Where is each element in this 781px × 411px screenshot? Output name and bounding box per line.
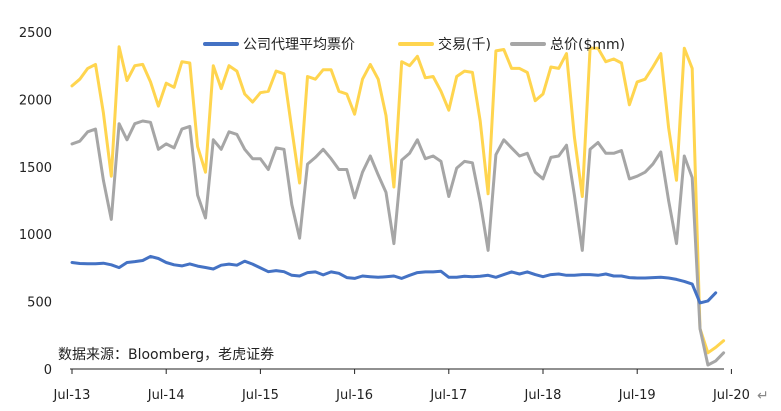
x-tick-label: Jul-14 [147,388,185,403]
legend-label: 总价($mm) [550,37,625,53]
y-tick-label: 500 [27,296,52,311]
x-tick-label: Jul-18 [524,388,562,403]
legend: 公司代理平均票价 交易(千) 总价($mm) [203,36,625,53]
x-tick-label: Jul-15 [241,388,279,403]
legend-label: 交易(千) [438,36,491,53]
y-tick-label: 1500 [19,161,52,176]
source-note: 数据来源：Bloomberg，老虎证券 [58,347,274,363]
x-axis-ticks: Jul-13 Jul-14 Jul-15 Jul-16 Jul-17 Jul-18 Jul-… [53,369,750,403]
x-tick-label: Jul-19 [618,388,656,403]
x-tick-label: Jul-17 [429,388,467,403]
y-tick-label: 0 [44,363,52,378]
x-tick-label: Jul-16 [335,388,373,403]
y-tick-label: 2000 [19,93,52,108]
legend-label: 公司代理平均票价 [243,37,355,53]
return-arrow-icon: ↵ [757,388,769,404]
series-line-0 [70,254,718,305]
x-tick-label: Jul-13 [53,388,91,403]
y-tick-label: 2500 [19,26,52,41]
series-line-1 [70,45,726,355]
y-axis-ticks: 0 500 1000 1500 2000 2500 [19,26,52,378]
y-tick-label: 1000 [19,228,52,243]
x-tick-label: Jul-20 [712,388,750,403]
series-lines [70,45,726,367]
series-line-2 [70,119,726,367]
